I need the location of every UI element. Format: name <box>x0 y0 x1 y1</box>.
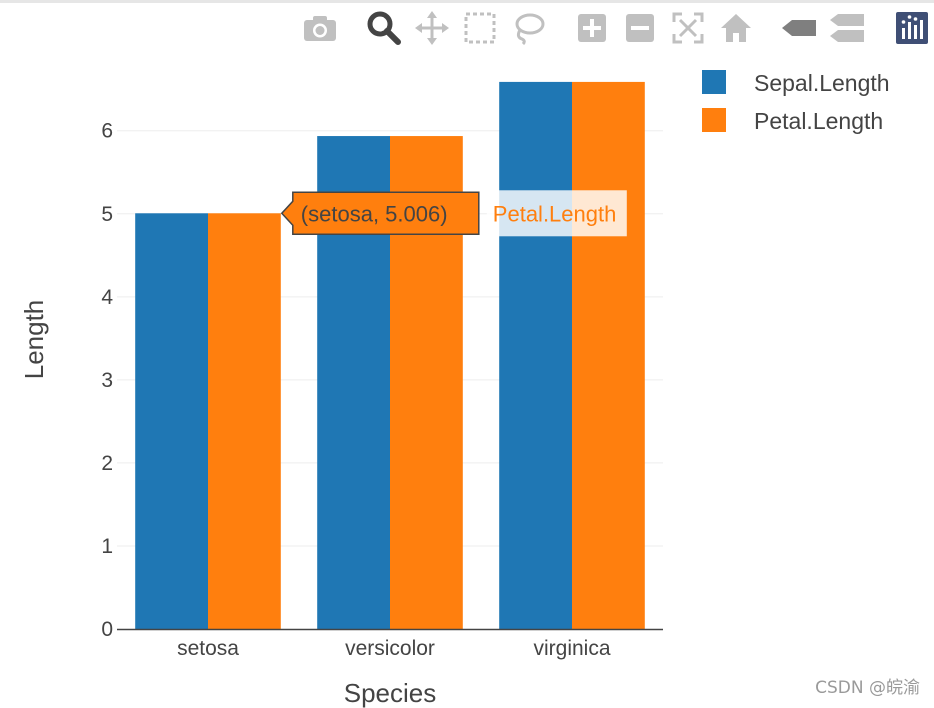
watermark: CSDN @皖渝 <box>815 678 920 698</box>
lasso-select-icon <box>515 13 545 45</box>
x-axis-title: Species <box>344 678 437 708</box>
legend-swatch <box>702 70 726 94</box>
bar-setosa-sepal-length <box>135 213 208 629</box>
box-select-icon <box>464 12 496 44</box>
camera-button[interactable] <box>300 8 340 48</box>
hover-series-bg <box>486 190 627 237</box>
hover-box <box>280 191 480 236</box>
plotly-logo-icon <box>896 12 928 44</box>
autoscale-icon <box>672 12 704 44</box>
pan-icon <box>415 11 449 45</box>
zoom-out-icon <box>626 14 654 42</box>
hover-compare-icon <box>830 14 864 42</box>
modebar <box>300 8 934 48</box>
x-tick-label: setosa <box>177 637 239 660</box>
top-border <box>0 0 934 3</box>
autoscale-button[interactable] <box>668 8 708 48</box>
bar-virginica-sepal-length <box>499 81 572 630</box>
legend-label: Sepal.Length <box>754 70 890 96</box>
y-tick-label: 3 <box>101 369 113 392</box>
legend-swatch <box>702 108 726 132</box>
hover-closest-button[interactable] <box>780 8 820 48</box>
reset-axes-button[interactable] <box>716 8 756 48</box>
zoom-in-button[interactable] <box>572 8 612 48</box>
axes-layer: 0 1 2 3 4 5 6 setosa versicolor virginica Species L… <box>19 120 663 708</box>
zoom-button[interactable] <box>364 8 404 48</box>
pan-button[interactable] <box>412 8 452 48</box>
y-tick-label: 1 <box>101 535 113 558</box>
x-tick-label: virginica <box>533 637 610 660</box>
zoom-out-button[interactable] <box>620 8 660 48</box>
bar-virginica-petal-length <box>572 81 645 630</box>
zoom-icon <box>367 11 401 45</box>
y-tick-label: 0 <box>101 618 113 641</box>
y-axis-title: Length <box>19 300 49 380</box>
y-tick-label: 2 <box>101 452 113 475</box>
hover-series-name: Petal.Length <box>493 201 617 226</box>
hover-tooltip: (setosa, 5.006) Petal.Length <box>280 190 627 237</box>
hover-closest-icon <box>782 20 816 36</box>
legend: Sepal.Length Petal.Length <box>702 70 890 134</box>
camera-icon <box>304 16 336 41</box>
plotly-logo-button[interactable] <box>892 8 932 48</box>
reset-axes-icon <box>721 14 751 42</box>
hover-value-label: (setosa, 5.006) <box>301 201 448 226</box>
hover-compare-button[interactable] <box>828 8 868 48</box>
x-tick-label: versicolor <box>345 637 435 660</box>
lasso-select-button[interactable] <box>508 8 548 48</box>
bar-setosa-petal-length <box>208 213 281 629</box>
y-tick-label: 4 <box>101 286 113 309</box>
zoom-in-icon <box>578 14 606 42</box>
box-select-button[interactable] <box>460 8 500 48</box>
y-tick-label: 5 <box>101 203 113 226</box>
bars-layer <box>135 81 645 630</box>
y-tick-label: 6 <box>101 120 113 143</box>
legend-label: Petal.Length <box>754 108 883 134</box>
